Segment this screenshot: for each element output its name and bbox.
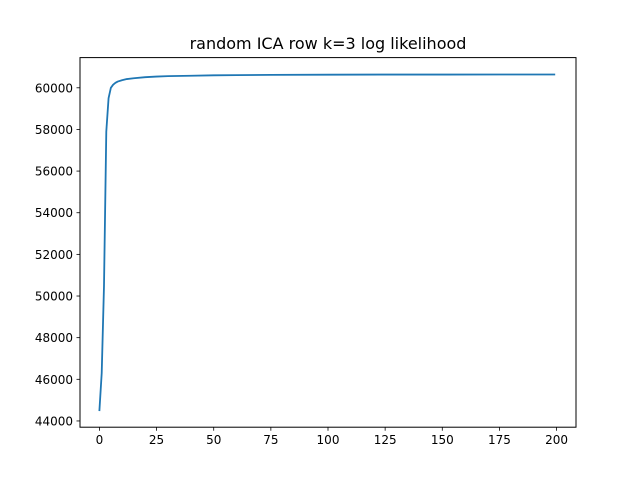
x-tick-label: 175 (488, 433, 511, 447)
x-tick-label: 125 (374, 433, 397, 447)
x-tick-label: 200 (545, 433, 568, 447)
x-tick-label: 0 (96, 433, 104, 447)
y-tick-label: 60000 (35, 81, 73, 95)
x-tick-label: 25 (149, 433, 164, 447)
y-tick-label: 52000 (35, 248, 73, 262)
x-tick-label: 100 (317, 433, 340, 447)
y-tick-label: 50000 (35, 290, 73, 304)
chart-title: random ICA row k=3 log likelihood (190, 34, 467, 53)
tick-layer: 0 25 50 75 100 125 150 175 200 44000 46000 48000 500… (35, 81, 568, 447)
series-line-0 (98, 73, 556, 412)
x-tick-label: 50 (206, 433, 221, 447)
y-tick-label: 46000 (35, 373, 73, 387)
plot-area-background (80, 57, 576, 428)
x-tick-label: 75 (263, 433, 278, 447)
plot-frame (79, 57, 577, 428)
y-tick-label: 44000 (35, 414, 73, 428)
x-tick-label: 150 (431, 433, 454, 447)
y-tick-label: 48000 (35, 331, 73, 345)
y-tick-label: 54000 (35, 206, 73, 220)
y-tick-label: 56000 (35, 165, 73, 179)
series-layer (98, 73, 556, 412)
y-tick-label: 58000 (35, 123, 73, 137)
